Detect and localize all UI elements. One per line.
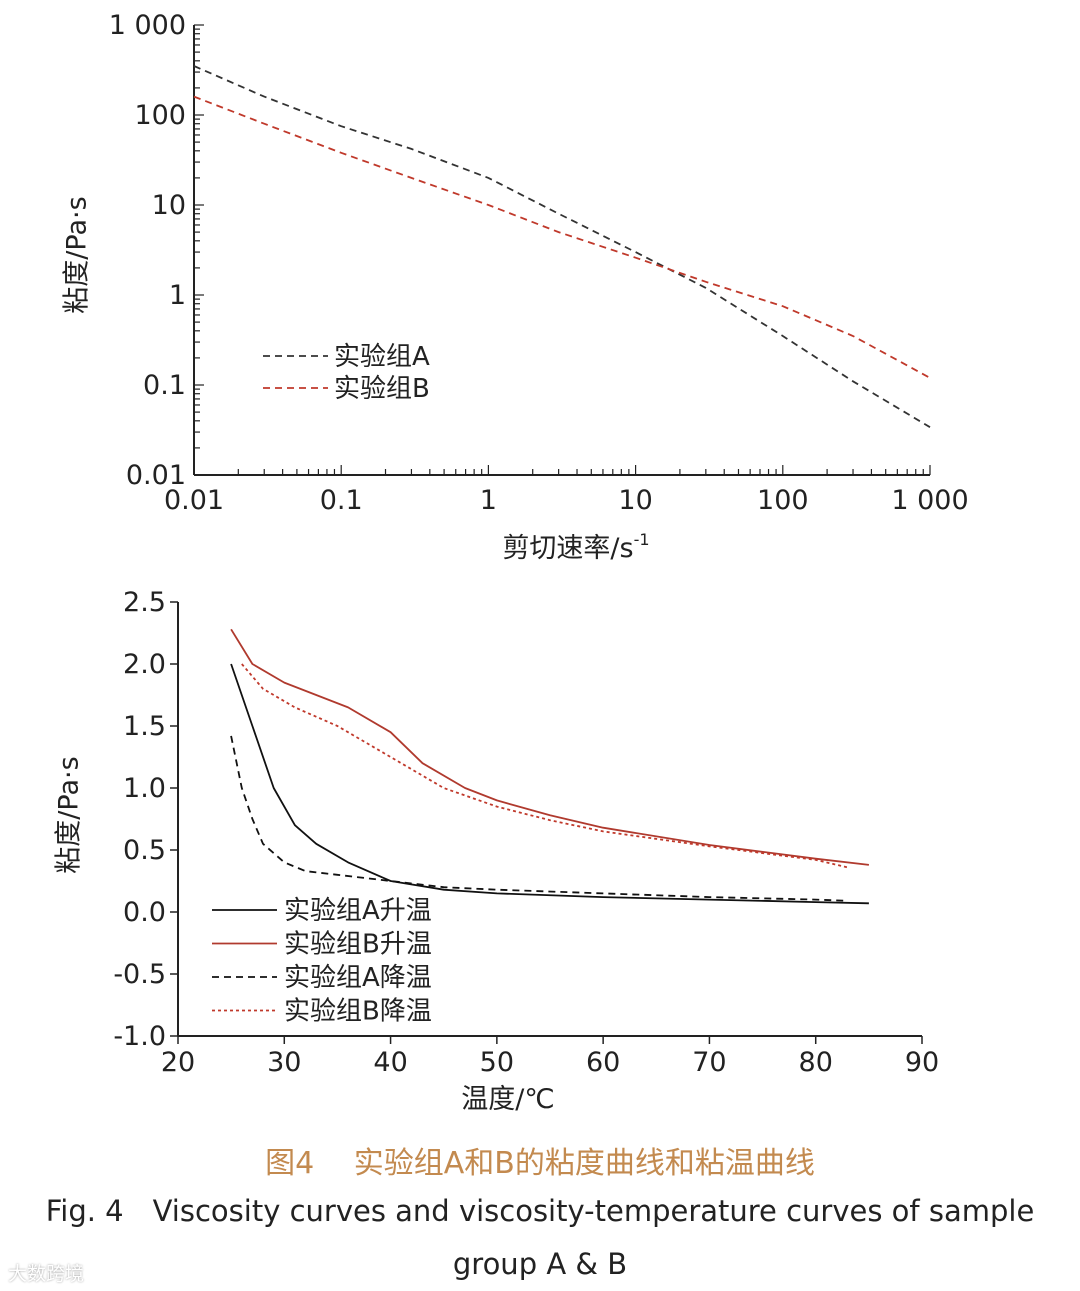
chart1-x-tick-label: 100 bbox=[757, 485, 809, 516]
chart2: 粘度/Pa·s 温度/℃ 20 30 40 50 60 70 80 90 -1.0 -0.5 0.0… bbox=[54, 587, 940, 1115]
chart1-y-tick-label: 100 bbox=[134, 100, 186, 131]
watermark: 大数跨境 bbox=[8, 1263, 85, 1285]
chart2-y-tick-label: 1.5 bbox=[123, 711, 166, 742]
chart1-y-tick-label: 0.01 bbox=[126, 460, 186, 491]
chart1-x-tick-label: 1 000 bbox=[891, 485, 968, 516]
chart2-series-line-2 bbox=[230, 628, 870, 866]
chart2-series-line-4 bbox=[241, 663, 848, 869]
chart2-x-tick-label: 20 bbox=[161, 1047, 195, 1078]
caption-english-line2: group A & B bbox=[452, 1247, 628, 1281]
caption-english-line1: Fig. 4 Viscosity curves and viscosity-te… bbox=[45, 1194, 1035, 1228]
chart2-x-tick-label: 50 bbox=[480, 1047, 514, 1078]
chart2-legend-label: 实验组B升温 bbox=[284, 930, 432, 960]
chart2-x-tick-label: 30 bbox=[267, 1047, 301, 1078]
chart2-legend-label: 实验组A升温 bbox=[284, 896, 432, 926]
chart2-ylabel: 粘度/Pa·s bbox=[54, 756, 85, 873]
chart2-series-line-3 bbox=[230, 735, 848, 902]
chart1-x-tick-label: 1 bbox=[480, 485, 497, 516]
chart2-x-tick-label: 90 bbox=[905, 1047, 939, 1078]
chart1-y-tick-label: 1 bbox=[169, 280, 186, 311]
chart1-series-line-1 bbox=[193, 65, 931, 428]
chart2-y-tick-label: -1.0 bbox=[113, 1021, 166, 1052]
chart2-series-line-1 bbox=[230, 663, 869, 905]
chart1-y-tick-label: 10 bbox=[152, 190, 186, 221]
caption-english: Fig. 4 Viscosity curves and viscosity-te… bbox=[0, 1185, 1080, 1291]
chart1-x-tick-label: 0.1 bbox=[320, 485, 363, 516]
chart1-ylabel: 粘度/Pa·s bbox=[62, 196, 93, 313]
chart2-x-tick-label: 80 bbox=[799, 1047, 833, 1078]
chart2-x-tick-label: 70 bbox=[692, 1047, 726, 1078]
chart1-series-line-2 bbox=[193, 95, 931, 379]
caption-chinese: 图4 实验组A和B的粘度曲线和粘温曲线 bbox=[265, 1146, 815, 1181]
chart1-y-tick-label: 0.1 bbox=[143, 370, 186, 401]
chart2-x-tick-label: 40 bbox=[373, 1047, 407, 1078]
chart2-y-tick-label: -0.5 bbox=[113, 959, 166, 990]
chart2-legend-label: 实验组A降温 bbox=[284, 963, 432, 993]
chart1-y-tick-label: 1 000 bbox=[109, 10, 186, 41]
chart1-xlabel: 剪切速率/s-1 bbox=[502, 530, 649, 564]
chart1-legend-label: 实验组A bbox=[334, 342, 430, 372]
chart1: 粘度/Pa·s 剪切速率/s-1 0.01 0.1 1 10 100 1 000 0.01 0… bbox=[62, 10, 969, 564]
chart2-y-tick-label: 0.0 bbox=[123, 897, 166, 928]
chart2-legend-label: 实验组B降温 bbox=[284, 997, 432, 1027]
chart1-x-tick-label: 0.01 bbox=[164, 485, 224, 516]
chart2-y-tick-label: 1.0 bbox=[123, 773, 166, 804]
chart2-x-tick-label: 60 bbox=[586, 1047, 620, 1078]
chart2-y-tick-label: 2.5 bbox=[123, 587, 166, 618]
chart2-xlabel: 温度/℃ bbox=[461, 1084, 554, 1115]
chart1-x-tick-label: 10 bbox=[618, 485, 652, 516]
chart2-y-tick-label: 0.5 bbox=[123, 835, 166, 866]
chart2-y-tick-label: 2.0 bbox=[123, 649, 166, 680]
chart1-legend-label: 实验组B bbox=[334, 374, 430, 404]
